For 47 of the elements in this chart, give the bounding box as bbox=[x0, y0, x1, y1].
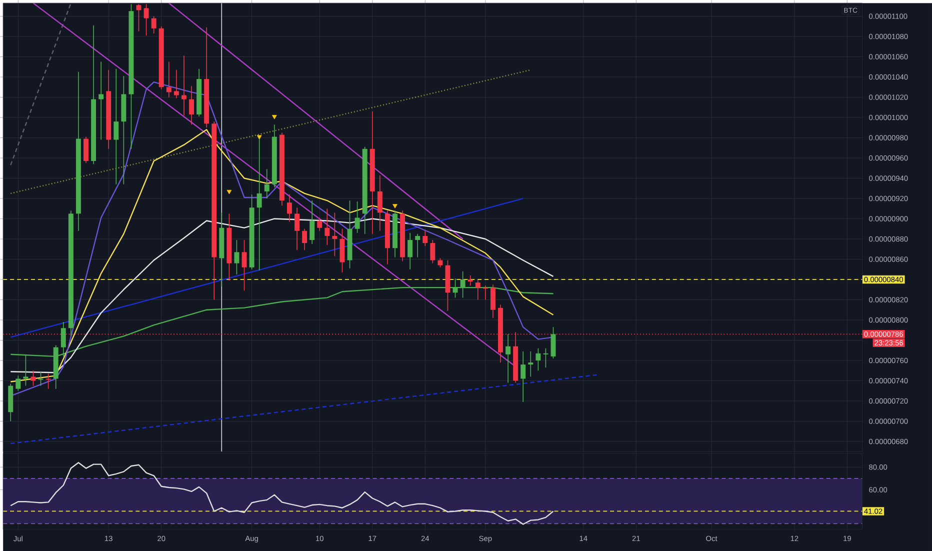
point bbox=[392, 204, 398, 208]
candlestick bbox=[415, 233, 420, 258]
candlestick bbox=[46, 373, 51, 390]
candlestick bbox=[84, 136, 88, 164]
candlestick bbox=[151, 16, 156, 34]
candlestick bbox=[482, 285, 488, 300]
candlestick bbox=[543, 348, 548, 368]
line-series bbox=[10, 218, 554, 374]
candlestick bbox=[242, 239, 247, 291]
candlestick bbox=[38, 371, 44, 386]
candlestick bbox=[294, 207, 300, 250]
candlestick bbox=[468, 274, 473, 286]
candlestick bbox=[475, 278, 480, 300]
candlestick bbox=[408, 232, 413, 270]
candlestick bbox=[144, 4, 149, 36]
line-series bbox=[10, 462, 554, 525]
candlestick bbox=[528, 350, 534, 377]
candlestick bbox=[354, 201, 360, 234]
candlestick bbox=[189, 86, 194, 125]
candlestick bbox=[438, 258, 443, 268]
point bbox=[256, 135, 262, 140]
point bbox=[272, 114, 277, 120]
candlestick bbox=[506, 334, 511, 384]
candlestick bbox=[286, 194, 292, 222]
candlestick bbox=[340, 228, 345, 273]
candlestick bbox=[520, 350, 526, 402]
candlestick bbox=[422, 230, 428, 246]
candlestick bbox=[16, 375, 21, 392]
candlestick bbox=[114, 68, 119, 185]
candlestick bbox=[550, 326, 556, 359]
candlestick bbox=[317, 217, 322, 232]
candlestick bbox=[234, 239, 240, 275]
candlestick bbox=[377, 174, 382, 232]
candlestick bbox=[332, 212, 338, 256]
point bbox=[226, 190, 232, 194]
candlestick bbox=[181, 55, 186, 116]
candlestick bbox=[264, 168, 270, 199]
candlestick bbox=[310, 200, 315, 244]
candlestick bbox=[490, 284, 496, 318]
candlestick bbox=[324, 208, 330, 246]
line-series bbox=[10, 128, 554, 382]
candlestick bbox=[536, 348, 541, 371]
candlestick bbox=[98, 61, 104, 140]
candlestick bbox=[302, 228, 308, 250]
candlestick bbox=[430, 239, 436, 264]
candlestick bbox=[174, 69, 179, 99]
candlestick bbox=[166, 61, 172, 98]
